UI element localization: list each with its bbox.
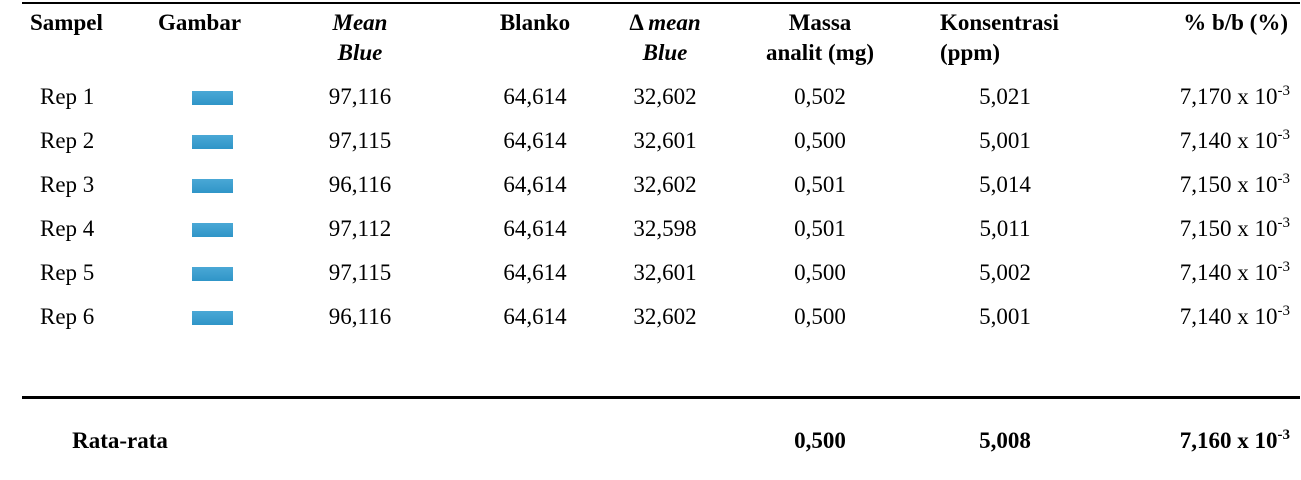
value-cell: 0,502 — [794, 84, 846, 109]
exponent: -3 — [1277, 127, 1291, 143]
sample-image — [192, 311, 233, 325]
value-cell: 32,601 — [633, 128, 697, 153]
value-cell: 64,614 — [503, 216, 567, 241]
mantissa: 7,170 x 10 — [1179, 84, 1278, 109]
percent-cell: 7,140 x 10-3 — [1180, 304, 1290, 330]
sample-image — [192, 179, 233, 193]
header-cell: Δ mean — [629, 10, 700, 36]
header-cell: (ppm) — [940, 40, 1001, 65]
value-cell: 97,115 — [328, 260, 392, 285]
value-cell: 0,500 — [794, 128, 846, 153]
exponent: -3 — [1277, 427, 1291, 443]
value-cell: 32,598 — [633, 216, 697, 241]
average-label: Rata-rata — [72, 428, 168, 453]
exponent: -3 — [1277, 303, 1291, 319]
value-cell: 5,002 — [979, 260, 1031, 285]
mantissa: 7,140 x 10 — [1179, 304, 1278, 329]
value-cell: 96,116 — [328, 172, 392, 197]
sample-cell: Rep 3 — [40, 172, 95, 197]
sample-cell: Rep 6 — [40, 304, 95, 329]
average-cell: 5,008 — [979, 428, 1031, 453]
mantissa: 7,140 x 10 — [1179, 260, 1278, 285]
percent-cell: 7,150 x 10-3 — [1180, 216, 1290, 242]
header-cell: Sampel — [30, 10, 103, 35]
sample-image — [192, 223, 233, 237]
header-cell: Blanko — [499, 10, 571, 35]
mantissa: 7,160 x 10 — [1179, 428, 1278, 453]
top-rule — [22, 2, 1300, 4]
value-cell: 64,614 — [503, 304, 567, 329]
delta-word: mean — [648, 10, 701, 35]
mantissa: 7,140 x 10 — [1179, 128, 1278, 153]
header-cell: % b/b (%) — [1183, 10, 1288, 35]
value-cell: 32,602 — [633, 84, 697, 109]
exponent: -3 — [1277, 171, 1291, 187]
exponent: -3 — [1277, 83, 1291, 99]
average-percent: 7,160 x 10-3 — [1180, 428, 1290, 454]
sample-image — [192, 135, 233, 149]
header-cell: Blue — [337, 40, 383, 65]
value-cell: 96,116 — [328, 304, 392, 329]
sample-cell: Rep 5 — [40, 260, 95, 285]
percent-cell: 7,140 x 10-3 — [1180, 128, 1290, 154]
value-cell: 0,501 — [794, 172, 846, 197]
header-cell: analit (mg) — [766, 40, 874, 65]
sample-cell: Rep 4 — [40, 216, 95, 241]
percent-cell: 7,140 x 10-3 — [1180, 260, 1290, 286]
value-cell: 64,614 — [503, 172, 567, 197]
sample-image — [192, 91, 233, 105]
value-cell: 0,500 — [794, 304, 846, 329]
average-cell: 0,500 — [794, 428, 846, 453]
percent-cell: 7,150 x 10-3 — [1180, 172, 1290, 198]
value-cell: 5,014 — [979, 172, 1031, 197]
footer-rule — [22, 396, 1300, 399]
value-cell: 5,021 — [979, 84, 1031, 109]
header-cell: Massa — [788, 10, 852, 35]
header-cell: Konsentrasi — [940, 10, 1059, 35]
delta-symbol: Δ — [629, 10, 643, 35]
header-cell: Gambar — [158, 10, 242, 35]
mantissa: 7,150 x 10 — [1179, 172, 1278, 197]
mantissa: 7,150 x 10 — [1179, 216, 1278, 241]
value-cell: 97,112 — [328, 216, 392, 241]
header-cell: Blue — [642, 40, 688, 65]
value-cell: 5,001 — [979, 128, 1031, 153]
exponent: -3 — [1277, 215, 1291, 231]
sample-image — [192, 267, 233, 281]
sample-cell: Rep 1 — [40, 84, 95, 109]
percent-cell: 7,170 x 10-3 — [1180, 84, 1290, 110]
value-cell: 64,614 — [503, 260, 567, 285]
value-cell: 0,501 — [794, 216, 846, 241]
value-cell: 32,601 — [633, 260, 697, 285]
value-cell: 64,614 — [503, 128, 567, 153]
value-cell: 97,115 — [328, 128, 392, 153]
exponent: -3 — [1277, 259, 1291, 275]
value-cell: 5,011 — [979, 216, 1031, 241]
sample-cell: Rep 2 — [40, 128, 95, 153]
value-cell: 97,116 — [328, 84, 392, 109]
header-cell: Mean — [332, 10, 388, 35]
value-cell: 5,001 — [979, 304, 1031, 329]
value-cell: 32,602 — [633, 304, 697, 329]
value-cell: 64,614 — [503, 84, 567, 109]
value-cell: 32,602 — [633, 172, 697, 197]
value-cell: 0,500 — [794, 260, 846, 285]
